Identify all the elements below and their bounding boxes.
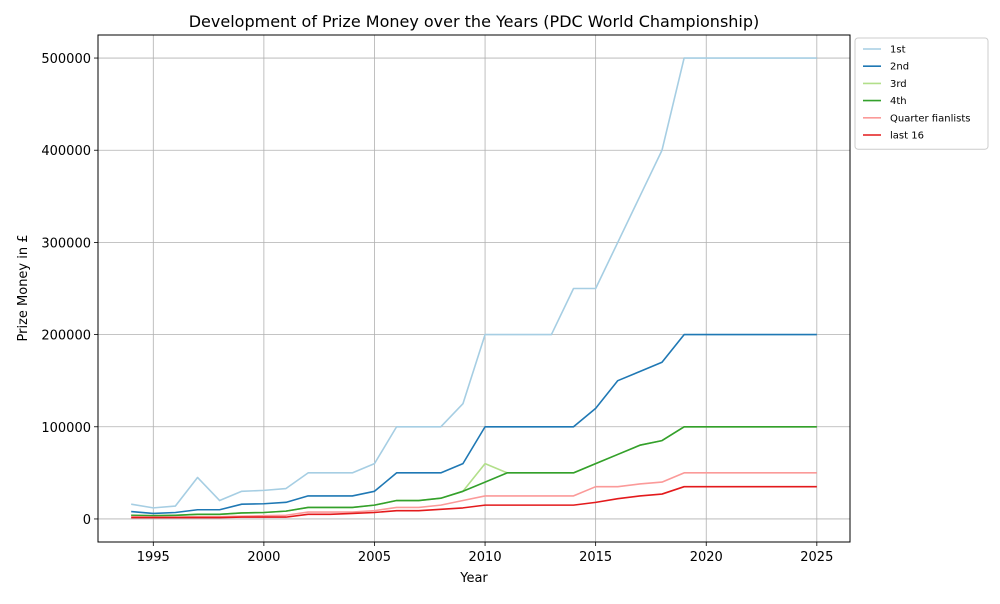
series-line-1	[131, 57, 817, 509]
x-tick-label: 2010	[469, 550, 502, 565]
y-tick-label: 100000	[41, 421, 91, 436]
legend-label: 1st	[890, 45, 906, 56]
chart-title: Development of Prize Money over the Year…	[189, 12, 760, 31]
series-line-6	[131, 485, 817, 519]
legend-box	[854, 37, 989, 150]
y-axis-title: Prize Money in £	[16, 234, 31, 341]
legend-label: 3rd	[890, 79, 907, 90]
x-tick-label: 2020	[690, 550, 723, 565]
series-lines	[131, 57, 817, 519]
series-line-4	[131, 425, 817, 517]
y-tick-label: 200000	[41, 329, 91, 344]
grid	[98, 35, 850, 542]
x-tick-label: 1995	[137, 550, 170, 565]
x-tick-label: 2000	[247, 550, 280, 565]
series-line-3	[131, 425, 817, 517]
legend-label: last 16	[890, 131, 924, 142]
y-tick-label: 0	[83, 513, 91, 528]
x-tick-label: 2025	[800, 550, 833, 565]
legend: 1st 2nd 3rd 4th Quarter fianlists last 16	[854, 37, 989, 150]
legend-label: Quarter fianlists	[890, 113, 970, 124]
x-axis-ticks: 1995 2000 2005 2010 2015 2020 2025	[137, 542, 833, 565]
legend-label: 2nd	[890, 62, 909, 73]
y-tick-label: 300000	[41, 236, 91, 251]
legend-label: 4th	[890, 96, 907, 107]
x-tick-label: 2015	[579, 550, 612, 565]
plot-frame	[97, 34, 851, 543]
y-tick-label: 500000	[41, 52, 91, 67]
x-tick-label: 2005	[358, 550, 391, 565]
y-tick-label: 400000	[41, 144, 91, 159]
y-axis-ticks: 0 100000 200000 300000 400000 500000	[41, 52, 98, 528]
x-axis-title: Year	[459, 571, 488, 586]
series-line-2	[131, 333, 817, 515]
series-line-5	[131, 472, 817, 518]
